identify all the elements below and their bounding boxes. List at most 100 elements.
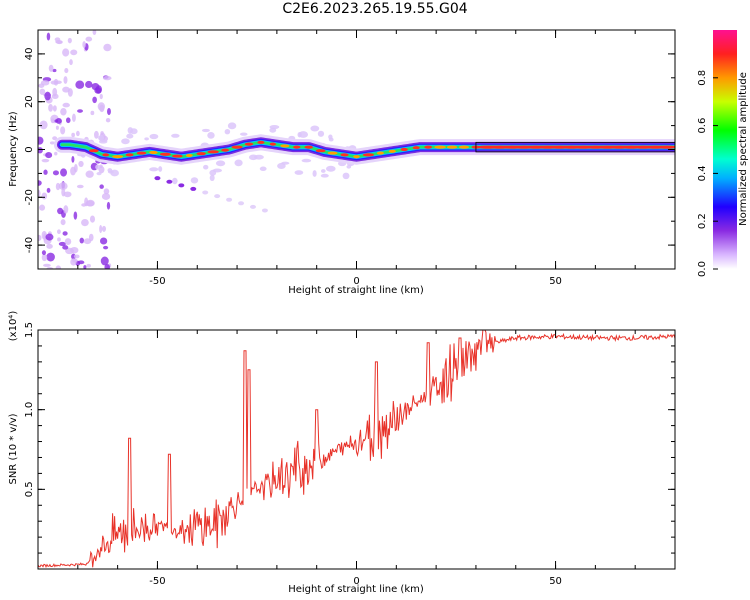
heatmap-speckle [99, 93, 103, 100]
heatmap-speckle [38, 136, 44, 145]
heatmap-speckle [62, 102, 70, 108]
heatmap-blob [96, 172, 102, 176]
heatmap-speckle [90, 110, 95, 116]
heatmap-speckle [38, 147, 43, 154]
heatmap-speckle [65, 117, 71, 124]
heatmap-peak [458, 145, 470, 149]
heatmap-speckle [46, 32, 51, 41]
heatmap-speckle [97, 102, 106, 111]
heatmap-speckle [57, 207, 64, 215]
bottom-axes: -50 0 50 0.5 1.0 1.5 [24, 322, 675, 587]
colorbar-tick-label: 0.6 [697, 118, 708, 134]
heatmap-tail [238, 201, 245, 206]
heatmap-speckle [52, 68, 57, 73]
heatmap-blob [98, 135, 105, 141]
heatmap-peak [231, 145, 243, 149]
figure-title: C2E6.2023.265.19.55.G04 [282, 1, 468, 17]
heatmap-peak [304, 145, 313, 149]
heatmap-speckle [105, 117, 111, 123]
heatmap-tail [261, 208, 268, 213]
heatmap-blob [312, 170, 317, 177]
heatmap-blob [201, 128, 210, 133]
heatmap-speckle [85, 36, 93, 42]
heatmap-peak [257, 140, 265, 144]
heatmap-speckle [52, 105, 57, 112]
heatmap-speckle [55, 265, 62, 269]
heatmap-peak [446, 145, 458, 149]
heatmap-speckle [85, 80, 93, 89]
heatmap-blob [158, 166, 163, 172]
heatmap-blob [203, 164, 209, 170]
heatmap-blob [239, 132, 248, 136]
heatmap-tail [249, 204, 256, 209]
heatmap-peak [159, 152, 171, 156]
heatmap-speckle [50, 118, 55, 124]
heatmap-speckle [55, 125, 59, 130]
heatmap-speckle [79, 237, 85, 244]
heatmap-speckle [82, 41, 86, 48]
heatmap-speckle [81, 218, 89, 227]
heatmap-blob [207, 132, 215, 139]
heatmap-speckle [69, 59, 73, 66]
heatmap-speckle [54, 151, 58, 156]
heatmap-speckle [56, 229, 61, 235]
heatmap-blob [294, 170, 304, 175]
heatmap-blob [342, 172, 350, 180]
heatmap-speckle [77, 260, 85, 265]
heatmap-tail [154, 176, 161, 181]
heatmap-peak [655, 145, 675, 149]
heatmap-blob [110, 169, 120, 177]
heatmap-ridge-outline [475, 141, 675, 153]
heatmap-blob [297, 131, 302, 138]
y-tick-label: 20 [24, 95, 35, 108]
heatmap-speckle [62, 48, 70, 57]
heatmap-speckle [78, 160, 84, 168]
heatmap-speckle [89, 215, 96, 223]
heatmap-speckle [55, 117, 62, 124]
top-x-axis-label: Height of straight line (km) [288, 285, 424, 296]
heatmap-peak [353, 155, 360, 159]
heatmap-speckle [100, 256, 109, 266]
heatmap-speckle [81, 203, 87, 207]
heatmap-peak [412, 146, 420, 150]
heatmap-speckle [54, 119, 59, 123]
x-tick-label: 50 [549, 276, 562, 287]
heatmap-peak [327, 151, 338, 155]
heatmap-speckle [70, 166, 76, 176]
heatmap-speckle [104, 264, 110, 269]
heatmap-speckle [44, 91, 51, 101]
bottom-x-axis-label: Height of straight line (km) [288, 584, 424, 595]
heatmap-speckle [99, 164, 103, 169]
heatmap-speckle [99, 225, 103, 234]
heatmap-speckle [77, 109, 83, 113]
heatmap-speckle [98, 166, 105, 174]
heatmap-speckle [71, 156, 75, 163]
heatmap-peak [136, 151, 147, 155]
heatmap-marks [38, 30, 675, 269]
heatmap-peak [340, 153, 349, 157]
heatmap-blob [269, 127, 277, 133]
heatmap-blob [317, 130, 325, 137]
heatmap-speckle [51, 93, 59, 100]
heatmap-peak [207, 150, 219, 154]
heatmap-speckle [70, 49, 78, 56]
heatmap-speckle [46, 252, 55, 262]
heatmap-speckle [46, 187, 51, 193]
colorbar-tick-label: 0.2 [697, 213, 708, 229]
heatmap-speckle [52, 170, 59, 176]
y-tick-label: 40 [24, 48, 35, 61]
heatmap-blob [95, 164, 101, 170]
heatmap-speckle [107, 108, 111, 116]
heatmap-blob [301, 158, 312, 163]
heatmap-peak [293, 145, 301, 149]
heatmap-speckle [64, 238, 72, 245]
heatmap-tail [202, 190, 209, 195]
heatmap-blob [320, 173, 329, 178]
heatmap-blob [190, 177, 199, 184]
bottom-y-scale-label: (x10⁴) [8, 311, 19, 342]
heatmap-speckle [38, 234, 42, 241]
heatmap-speckle [46, 243, 53, 249]
heatmap-peak [388, 149, 396, 153]
heatmap-speckle [62, 245, 69, 250]
